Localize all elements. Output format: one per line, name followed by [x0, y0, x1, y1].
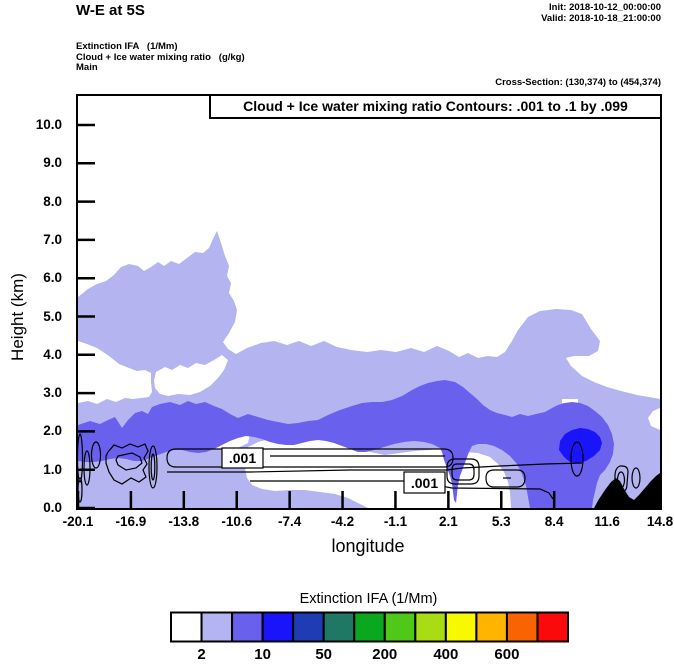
field-extinction: Extinction IFA (1/Mm) [76, 41, 178, 52]
field-mixing-ratio: Cloud + Ice water mixing ratio (g/kg) [76, 51, 245, 63]
terrain-region [594, 473, 660, 508]
colorbar-cell [200, 611, 234, 643]
colorbar [170, 611, 570, 649]
contour-ellipse [90, 441, 102, 469]
colorbar-cell [292, 611, 325, 643]
colorbar-cell [505, 611, 539, 643]
colorbar-cell [444, 611, 478, 643]
contour-label-text: .001 [411, 475, 438, 491]
x-tick-label: -10.6 [221, 514, 253, 529]
colorbar-cell [536, 611, 570, 643]
plot-area: .001 .001 [76, 94, 662, 510]
colorbar-cell [231, 611, 264, 643]
contour-path [115, 452, 143, 471]
colorbar-title: Extinction IFA (1/Mm) [299, 591, 438, 607]
x-axis-title: longitude [331, 536, 405, 556]
terrain-layer [594, 473, 660, 508]
contour-ellipse [150, 453, 156, 481]
colorbar-label: 50 [315, 646, 333, 663]
colorbar-cell [383, 611, 417, 643]
colorbar-cell [475, 611, 508, 643]
x-tick-label: 8.4 [544, 514, 564, 529]
colorbar-label: 600 [494, 646, 520, 663]
y-tick-label: 3.0 [43, 385, 62, 401]
contour-ellipse [148, 445, 158, 489]
plot-title-box: Cloud + Ice water mixing ratio Contours:… [209, 94, 662, 119]
colorbar-label: 200 [372, 646, 398, 663]
x-tick-label: -16.9 [115, 514, 147, 529]
medium-fill-region [78, 380, 614, 508]
contour-path [446, 458, 480, 485]
contour-label-box [221, 447, 264, 469]
contour-ellipse [83, 450, 91, 486]
init-time: Init: 2018-10-12_00:00:00 [549, 2, 661, 13]
contour-plot-canvas: .001 .001 [78, 123, 660, 508]
y-tick-label: 2.0 [43, 423, 62, 439]
contour-path [451, 463, 475, 481]
colorbar-label: 10 [254, 646, 271, 663]
contour-label-boxes: .001 .001 [221, 447, 446, 494]
colorbar-cell [322, 611, 356, 643]
x-tick-label: 11.6 [594, 514, 620, 529]
y-tick-label: 5.0 [43, 308, 62, 324]
x-tick-label: -7.4 [277, 514, 302, 529]
valid-time: Valid: 2018-10-18_21:00:00 [541, 13, 661, 24]
x-tick-label: -4.2 [330, 514, 355, 529]
init-valid-times: Init: 2018-10-12_00:00:00 Valid: 2018-10… [541, 2, 661, 24]
colorbar-cell [353, 611, 386, 643]
axis-ticks [78, 123, 660, 508]
colorbar-cell [261, 611, 295, 643]
contour-path [105, 443, 149, 485]
x-tick-label: 14.8 [646, 514, 674, 529]
contour-ellipse [631, 467, 641, 489]
contour-ellipse [570, 441, 584, 477]
colorbar-canvas [170, 611, 570, 643]
cross-section-info: Cross-Section: (130,374) to (454,374) [495, 77, 661, 88]
white-hole-region [154, 355, 228, 396]
contour-label-text: .001 [229, 450, 256, 466]
contour-label-box [403, 471, 446, 494]
colorbar-cell [170, 611, 203, 643]
contour-lines [78, 433, 641, 503]
y-tick-label: 0.0 [43, 500, 62, 515]
y-tick-label: 9.0 [43, 155, 62, 171]
x-tick-label: 2.1 [438, 514, 458, 529]
y-tick-label: 10.0 [35, 117, 62, 132]
x-tick-label: 5.3 [491, 514, 511, 529]
colorbar-cell [414, 611, 447, 643]
contour-path [485, 469, 526, 488]
page-title: W-E at 5S [76, 2, 145, 19]
fill-layer-medium [78, 380, 614, 508]
contour-path [614, 465, 629, 493]
y-tick-label: 4.0 [43, 346, 62, 362]
y-tick-label: 1.0 [43, 461, 62, 477]
x-tick-label: -20.1 [62, 514, 94, 529]
x-tick-label: -13.8 [168, 514, 200, 529]
contour-path [166, 448, 454, 468]
contour-ellipse [78, 477, 83, 503]
field-list: Extinction IFA (1/Mm) Cloud + Ice water … [76, 41, 245, 74]
contour-ellipse [616, 471, 626, 489]
y-tick-label: 6.0 [43, 270, 62, 286]
x-tick-label: -1.1 [383, 514, 408, 529]
colorbar-label: 2 [197, 646, 206, 663]
y-tick-label: 8.0 [43, 193, 62, 209]
white-hole-region [562, 399, 578, 403]
field-domain: Main [76, 62, 98, 73]
y-tick-label: 7.0 [43, 231, 62, 247]
colorbar-label: 400 [433, 646, 459, 663]
contour-ellipse [78, 433, 84, 483]
